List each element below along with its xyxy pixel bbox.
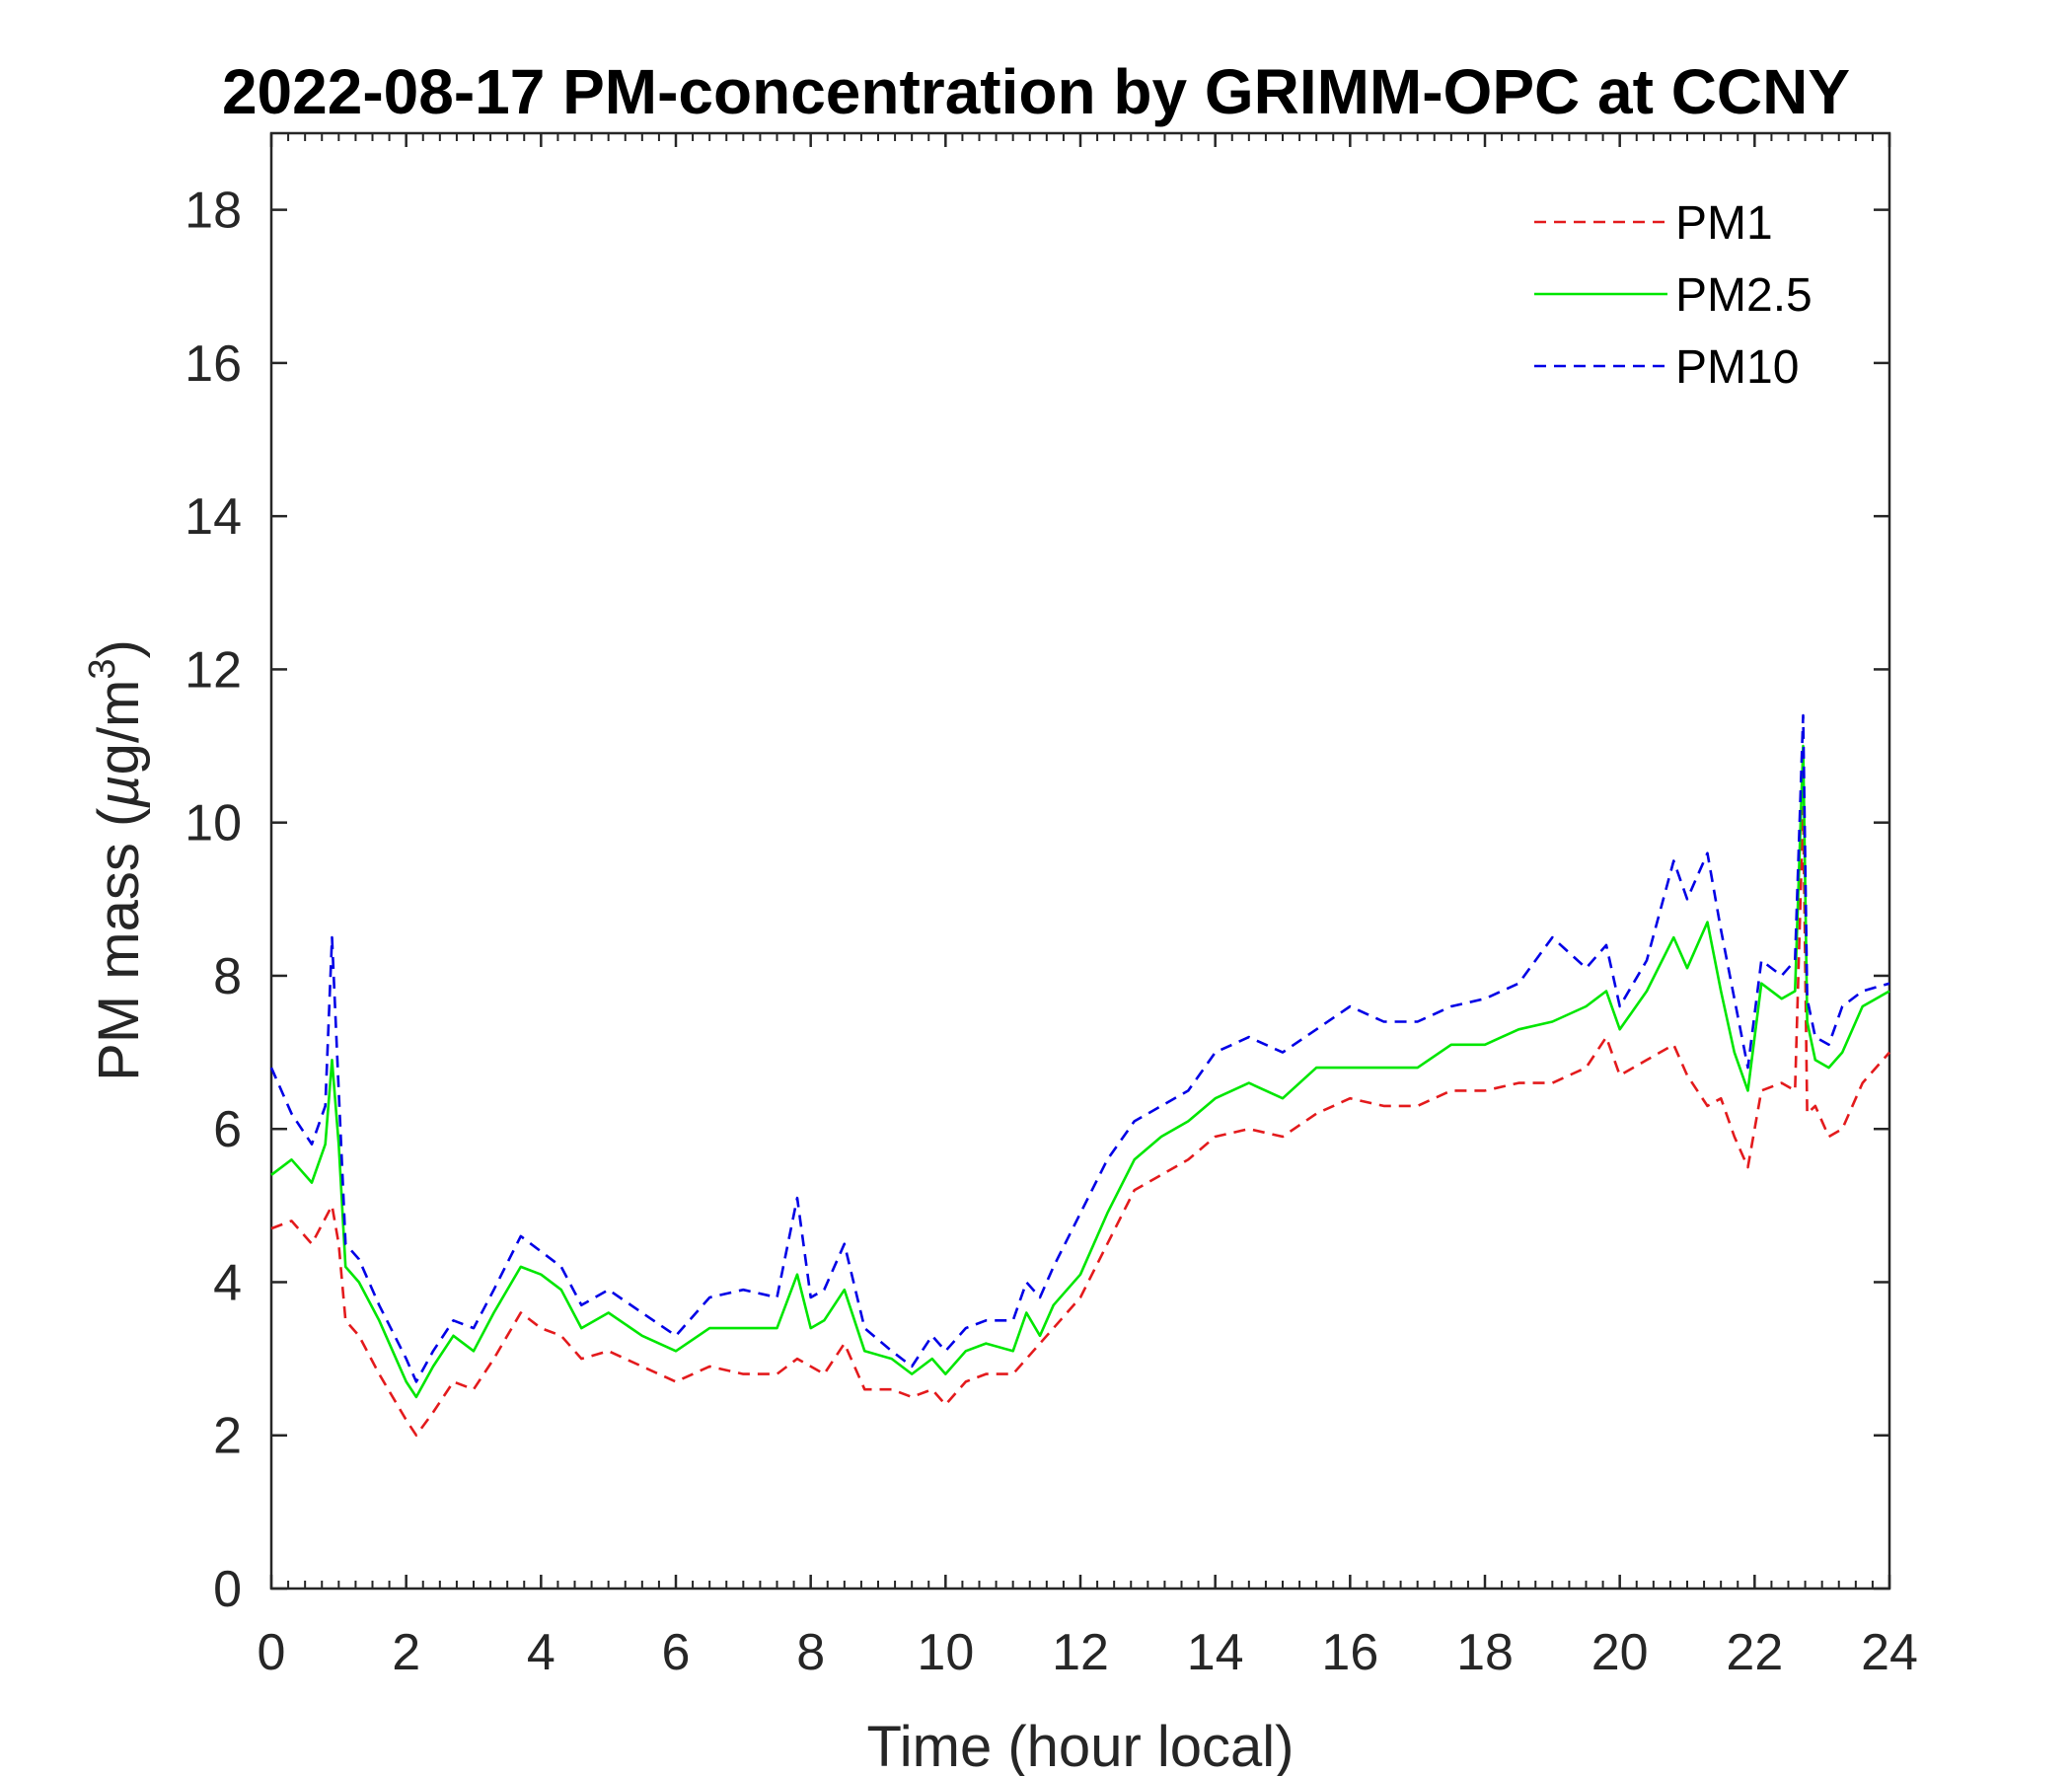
x-tick-label: 14 <box>1187 1624 1244 1681</box>
x-axis-label: Time (hour local) <box>867 1715 1295 1776</box>
y-tick-label: 14 <box>185 488 242 546</box>
y-tick-label: 16 <box>185 335 242 393</box>
y-axis-label-mu: µ <box>87 775 151 808</box>
plot-area <box>269 131 1891 1591</box>
y-tick-label: 0 <box>213 1561 242 1618</box>
y-axis-label: PM mass (µg/m3) <box>82 639 151 1081</box>
y-axis-label-unit: g/m <box>87 680 151 776</box>
x-tick-label: 8 <box>796 1624 825 1681</box>
x-tick-label: 12 <box>1052 1624 1109 1681</box>
axis-ticks <box>269 133 1891 1591</box>
x-tick-label: 16 <box>1321 1624 1378 1681</box>
x-tick-label: 20 <box>1591 1624 1649 1681</box>
legend-label: PM2.5 <box>1675 269 1813 322</box>
x-tick-label: 22 <box>1726 1624 1783 1681</box>
y-tick-label: 6 <box>213 1101 242 1158</box>
y-axis-label-suffix: ) <box>87 639 151 658</box>
y-tick-label: 4 <box>213 1254 242 1311</box>
x-tick-label: 10 <box>917 1624 974 1681</box>
x-tick-label: 4 <box>527 1624 555 1681</box>
series-line-pm1 <box>270 805 1890 1437</box>
legend: PM1 PM2.5 PM10 <box>1534 197 1813 394</box>
chart-title: 2022-08-17 PM-concentration by GRIMM-OPC… <box>222 56 1850 127</box>
y-tick-label: 2 <box>213 1408 242 1465</box>
x-tick-label: 18 <box>1456 1624 1514 1681</box>
x-tick-label: 6 <box>662 1624 691 1681</box>
series-line-pm10 <box>269 713 1890 1383</box>
data-series <box>269 713 1890 1437</box>
legend-label: PM1 <box>1675 197 1773 250</box>
y-tick-label: 10 <box>185 795 242 852</box>
y-tick-label: 18 <box>185 183 242 240</box>
legend-label: PM10 <box>1675 341 1799 394</box>
x-tick-label: 2 <box>392 1624 420 1681</box>
y-tick-label: 8 <box>213 948 242 1005</box>
y-tick-label: 12 <box>185 641 242 699</box>
y-axis-label-exponent: 3 <box>82 658 123 679</box>
series-line-pm25 <box>270 744 1890 1399</box>
y-axis-label-prefix: PM mass ( <box>87 808 151 1081</box>
x-tick-label: 0 <box>258 1624 286 1681</box>
x-tick-label: 24 <box>1861 1624 1918 1681</box>
